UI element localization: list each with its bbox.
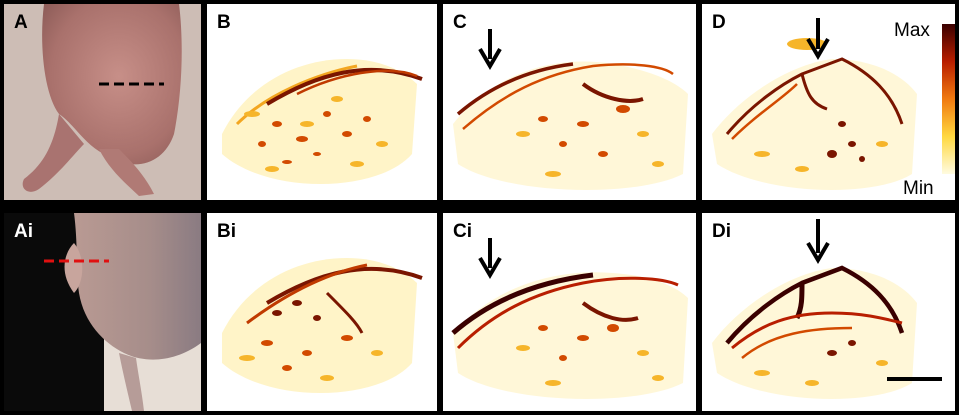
panel-label-d: D bbox=[712, 12, 726, 33]
panel-label-bi: Bi bbox=[217, 221, 236, 242]
panel-c: C bbox=[443, 4, 696, 200]
panel-label-c: C bbox=[453, 12, 467, 33]
panel-bi: Bi bbox=[207, 213, 437, 411]
panel-label-b: B bbox=[217, 12, 231, 33]
panel-a: A bbox=[4, 4, 201, 200]
panel-label-a: A bbox=[14, 12, 28, 33]
panel-d: D Max Min bbox=[702, 4, 955, 200]
panel-di: Di bbox=[702, 213, 955, 411]
panel-label-ai: Ai bbox=[14, 221, 33, 242]
panel-ci: Ci bbox=[443, 213, 696, 411]
heatmap-bi bbox=[222, 258, 423, 393]
heatmap-ci bbox=[451, 238, 688, 400]
colorbar bbox=[942, 24, 955, 174]
heatmap-c bbox=[453, 29, 688, 191]
heatmap-d bbox=[712, 18, 955, 191]
panel-b: B bbox=[207, 4, 437, 200]
panel-ai: Ai bbox=[4, 213, 201, 411]
panel-label-ci: Ci bbox=[453, 221, 472, 242]
panel-label-di: Di bbox=[712, 221, 731, 242]
colorbar-min-label: Min bbox=[903, 178, 934, 199]
heatmap-b bbox=[222, 59, 423, 184]
mouse-photo-a bbox=[4, 4, 201, 200]
mouse-photo-ai bbox=[4, 213, 201, 411]
heatmap-di bbox=[712, 219, 942, 400]
colorbar-max-label: Max bbox=[894, 20, 930, 41]
